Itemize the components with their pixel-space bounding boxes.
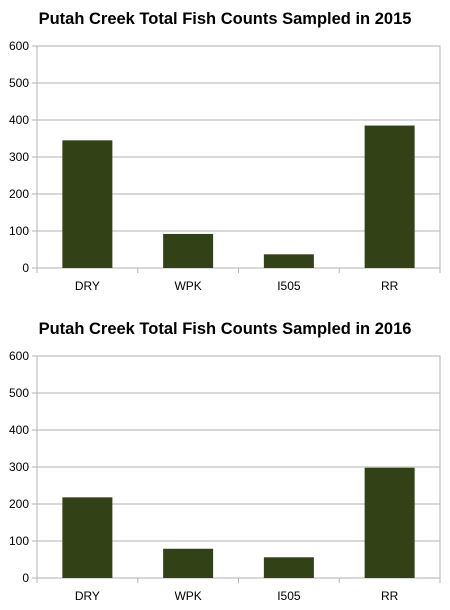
y-tick-label: 100 (9, 224, 29, 238)
y-tick-label: 600 (9, 39, 29, 53)
chart-2016: Putah Creek Total Fish Counts Sampled in… (0, 310, 450, 610)
x-tick-label: DRY (75, 279, 100, 293)
y-tick-label: 0 (22, 571, 29, 585)
y-tick-label: 100 (9, 534, 29, 548)
chart-title: Putah Creek Total Fish Counts Sampled in… (38, 10, 412, 28)
x-tick-label: WPK (174, 279, 201, 293)
y-tick-label: 400 (9, 423, 29, 437)
x-tick-label: WPK (174, 589, 201, 603)
y-tick-label: 500 (9, 76, 29, 90)
x-tick-label: RR (381, 279, 399, 293)
bar-rr (364, 467, 415, 578)
y-tick-label: 200 (9, 497, 29, 511)
y-tick-label: 300 (9, 150, 29, 164)
y-tick-label: 500 (9, 386, 29, 400)
bar-wpk (163, 233, 214, 268)
y-tick-label: 200 (9, 187, 29, 201)
x-tick-label: DRY (75, 589, 100, 603)
x-tick-label: I505 (277, 279, 301, 293)
y-tick-label: 0 (22, 261, 29, 275)
y-tick-label: 300 (9, 460, 29, 474)
bar-dry (62, 140, 113, 268)
bar-rr (364, 125, 415, 268)
chart-title: Putah Creek Total Fish Counts Sampled in… (38, 320, 412, 338)
bar-dry (62, 497, 113, 578)
bar-chart-2016: 0 100 200 300 400 500 600 DRY WPK I505 RR (9, 349, 441, 603)
y-tick-label: 400 (9, 113, 29, 127)
bar-i505 (263, 557, 314, 578)
bar-i505 (263, 254, 314, 268)
x-tick-label: RR (381, 589, 399, 603)
bar-chart-2015: 0 100 200 300 400 500 600 DRY WPK I505 RR (9, 39, 441, 293)
x-tick-label: I505 (277, 589, 301, 603)
chart-2015: Putah Creek Total Fish Counts Sampled in… (0, 0, 450, 300)
bar-wpk (163, 548, 214, 578)
y-tick-label: 600 (9, 349, 29, 363)
